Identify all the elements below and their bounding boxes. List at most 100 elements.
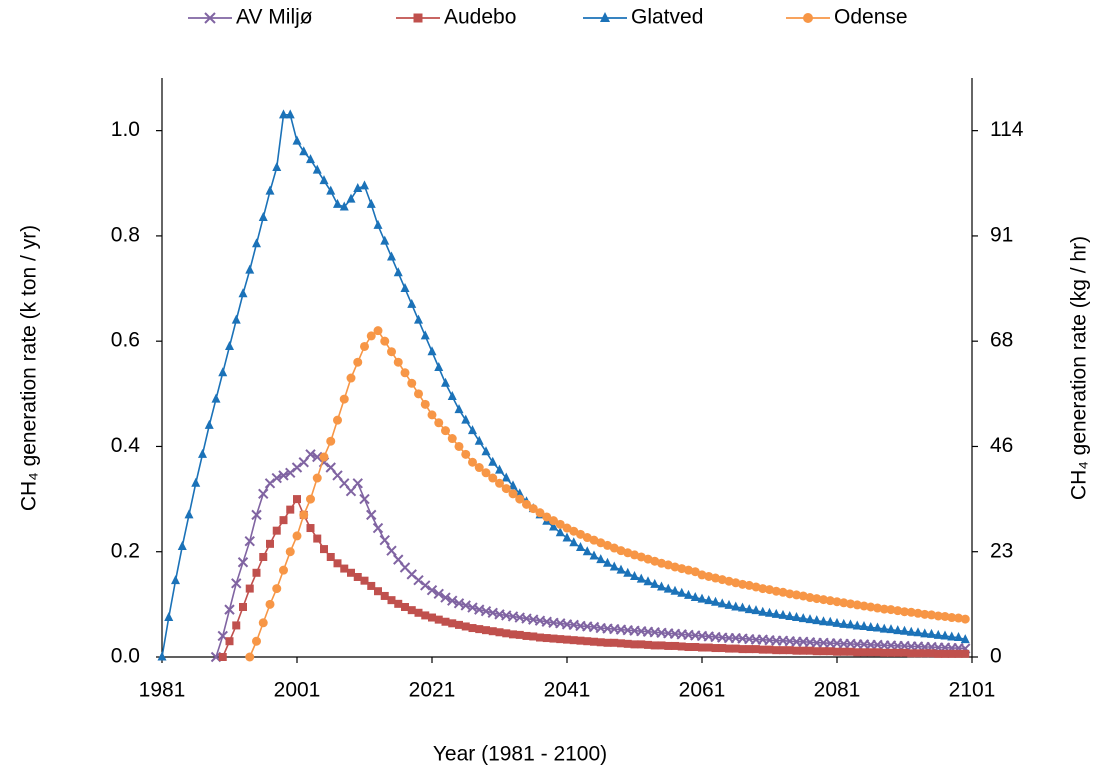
marker (278, 470, 289, 481)
y2-tick-label: 114 (990, 118, 1024, 141)
marker (164, 612, 174, 622)
marker (426, 584, 438, 596)
series-line (222, 497, 966, 658)
marker (859, 620, 869, 630)
marker (420, 399, 430, 409)
marker (623, 639, 632, 648)
marker (866, 648, 875, 657)
marker (528, 504, 538, 514)
marker (211, 393, 221, 403)
marker (623, 567, 633, 577)
marker (306, 524, 315, 533)
marker (724, 576, 734, 586)
marker (468, 425, 477, 435)
marker (293, 495, 301, 504)
marker (630, 640, 639, 649)
marker (264, 478, 276, 489)
marker (879, 623, 889, 633)
marker (603, 540, 612, 550)
marker (724, 599, 734, 609)
marker (252, 636, 261, 646)
marker (231, 578, 242, 589)
marker (933, 611, 943, 621)
legend-label: AV Miljø (236, 6, 313, 29)
marker (576, 542, 585, 552)
marker (704, 643, 713, 652)
x-tick-label: 2101 (949, 679, 996, 702)
marker (609, 561, 619, 571)
marker (684, 642, 693, 651)
marker (291, 462, 303, 473)
marker (677, 642, 686, 651)
y-tick-label: 0.4 (111, 434, 141, 457)
marker (954, 632, 963, 642)
marker (387, 596, 396, 605)
marker (718, 644, 727, 653)
marker (373, 326, 383, 336)
marker (596, 638, 605, 647)
x-tick-label: 2081 (814, 679, 861, 702)
marker (644, 640, 652, 649)
marker (562, 532, 572, 542)
marker (960, 634, 970, 644)
y2-tick-label: 0 (990, 645, 1002, 668)
marker (326, 552, 335, 561)
marker (515, 494, 525, 504)
marker (636, 573, 646, 583)
marker (711, 596, 720, 606)
marker (941, 649, 949, 658)
marker (616, 546, 626, 556)
marker (731, 601, 741, 611)
marker (285, 467, 296, 478)
marker (731, 644, 740, 653)
marker (299, 510, 309, 520)
marker (474, 435, 484, 445)
marker (630, 550, 639, 560)
marker (805, 614, 815, 624)
marker (819, 647, 828, 656)
marker (245, 652, 255, 662)
marker (352, 478, 363, 489)
marker (292, 531, 302, 541)
marker (744, 580, 754, 590)
legend-label: Audebo (444, 6, 516, 29)
marker (339, 201, 349, 211)
marker (933, 629, 943, 639)
y2-tick-label: 68 (990, 329, 1013, 352)
marker (778, 587, 788, 597)
series-line (161, 114, 966, 658)
marker (900, 648, 909, 657)
y-axis-label: CH₄ generation rate (k ton / yr) (18, 225, 41, 511)
y2-tick-label: 23 (990, 539, 1013, 562)
marker (752, 645, 760, 654)
marker (272, 584, 282, 594)
marker (900, 607, 909, 617)
marker (893, 648, 902, 657)
marker (542, 512, 552, 522)
marker (461, 622, 470, 631)
marker (771, 608, 781, 618)
marker (792, 590, 801, 600)
legend-label: Odense (834, 6, 908, 29)
marker (333, 415, 342, 425)
marker (663, 560, 673, 570)
marker (320, 545, 328, 554)
marker (265, 599, 275, 609)
marker (272, 526, 281, 535)
marker (502, 629, 511, 638)
marker (846, 647, 855, 656)
marker (873, 603, 882, 613)
marker (684, 565, 693, 575)
marker (387, 251, 396, 261)
marker (596, 538, 606, 548)
marker (515, 488, 525, 498)
marker (664, 641, 673, 650)
marker (603, 557, 612, 567)
marker (711, 573, 720, 583)
marker (379, 534, 390, 546)
marker (536, 633, 544, 642)
marker (386, 545, 397, 556)
marker (475, 625, 484, 634)
marker (846, 619, 855, 629)
marker (960, 614, 970, 624)
